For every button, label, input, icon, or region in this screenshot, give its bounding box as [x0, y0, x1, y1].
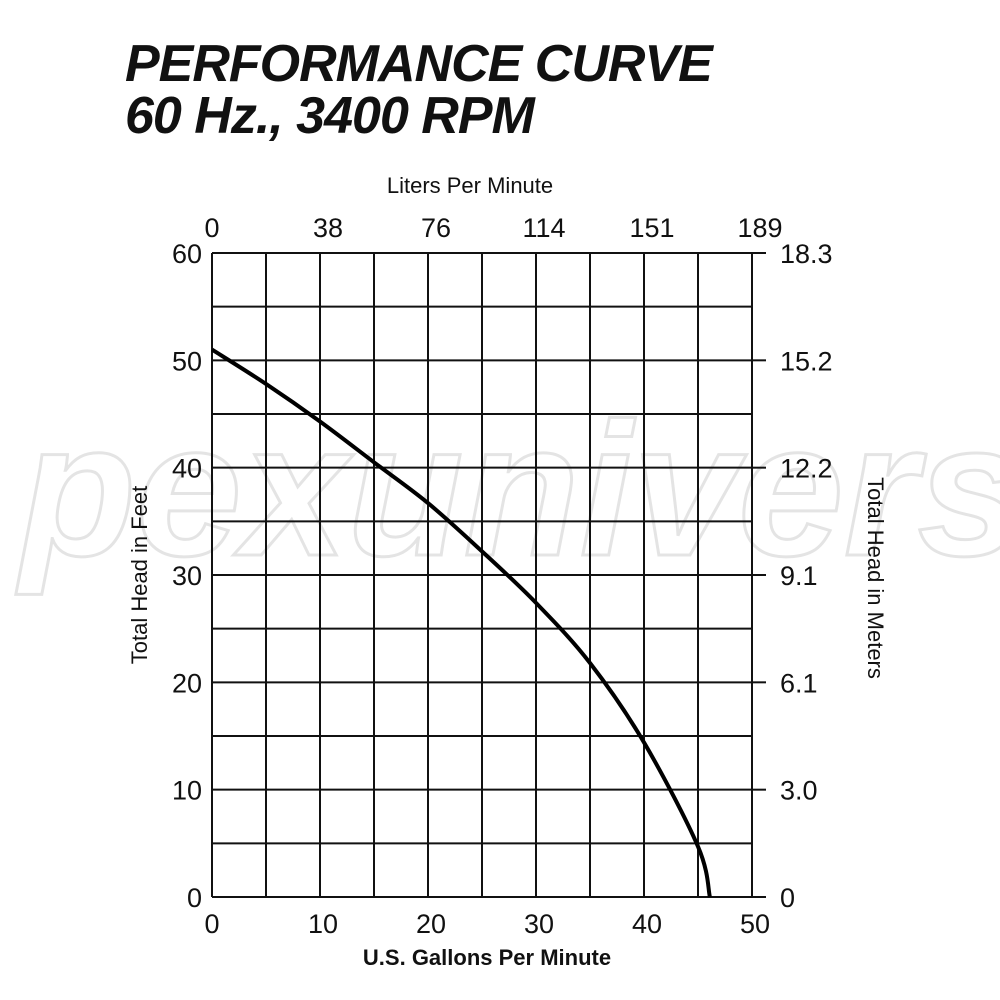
y-tick-label: 20: [172, 668, 202, 698]
x2-axis-label: Liters Per Minute: [387, 173, 553, 198]
y2-tick-label: 18.3: [780, 239, 833, 269]
x2-tick-label: 0: [204, 213, 219, 243]
x-tick-label: 0: [204, 909, 219, 939]
y2-tick-label: 12.2: [780, 454, 833, 484]
ticks: 0 010 3.020 6.130 9.140 12.250 15.260 18.300103…: [172, 213, 833, 939]
y-tick-label: 0: [187, 883, 202, 913]
y-axis-label: Total Head in Feet: [127, 486, 152, 665]
y2-tick-label: 0: [780, 883, 795, 913]
x-axis-label: U.S. Gallons Per Minute: [363, 945, 611, 970]
x2-tick-label: 38: [313, 213, 343, 243]
y-tick-label: 40: [172, 454, 202, 484]
x2-tick-label: 76: [421, 213, 451, 243]
x-tick-label: 30: [524, 909, 554, 939]
title-line-2: 60 Hz., 3400 RPM: [125, 87, 535, 145]
x2-tick-label: 189: [737, 213, 782, 243]
x-tick-label: 20: [416, 909, 446, 939]
chart-title: PERFORMANCE CURVE 60 Hz., 3400 RPM: [125, 35, 713, 145]
y-tick-label: 60: [172, 239, 202, 269]
x2-tick-label: 151: [629, 213, 674, 243]
x-tick-label: 40: [632, 909, 662, 939]
y2-tick-label: 3.0: [780, 776, 818, 806]
y-tick-label: 50: [172, 346, 202, 376]
y-tick-label: 30: [172, 561, 202, 591]
x-tick-label: 50: [740, 909, 770, 939]
x2-tick-label: 114: [522, 213, 565, 243]
y2-tick-label: 6.1: [780, 668, 818, 698]
y2-tick-label: 15.2: [780, 346, 833, 376]
y-tick-label: 10: [172, 776, 202, 806]
watermark: pexuniverse: [15, 384, 1000, 596]
y2-axis-label: Total Head in Meters: [863, 477, 888, 679]
series-line: [210, 347, 712, 898]
y2-tick-label: 9.1: [780, 561, 818, 591]
title-line-1: PERFORMANCE CURVE: [125, 35, 713, 93]
x-tick-label: 10: [308, 909, 338, 939]
grid: [211, 252, 753, 898]
